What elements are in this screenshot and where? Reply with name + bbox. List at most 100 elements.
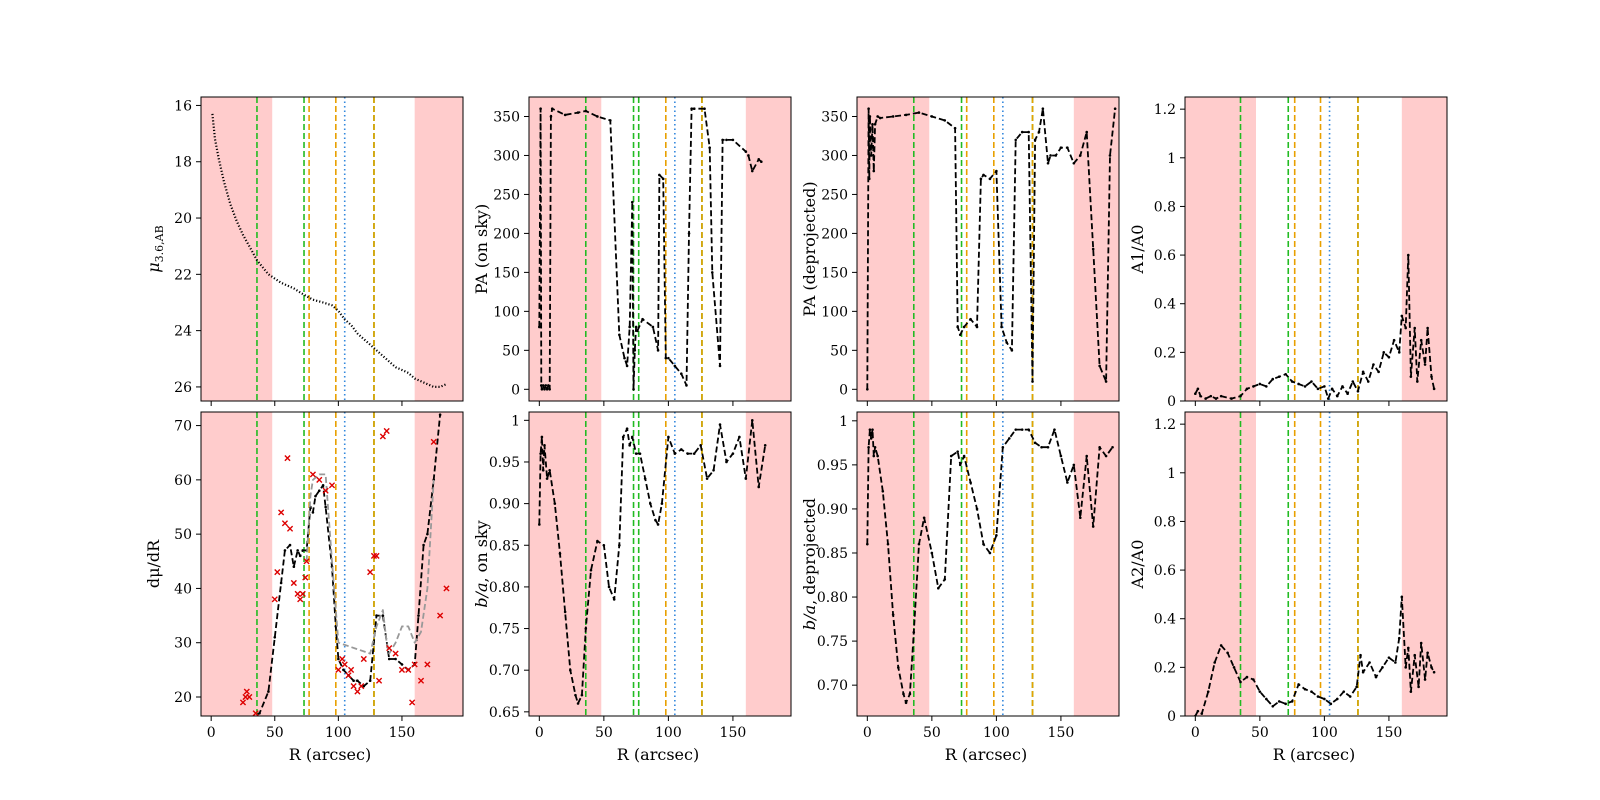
axes-frame xyxy=(856,96,1120,402)
y-axis-label: dμ/dR xyxy=(144,539,163,588)
data-point xyxy=(398,666,406,673)
data-point xyxy=(1214,397,1218,400)
data-point xyxy=(1271,704,1275,708)
panel-top-3: 0 50 100 150 200 250 300 350 PA (deprojected) xyxy=(800,96,1120,406)
data-point xyxy=(1245,387,1249,391)
data-point xyxy=(424,661,431,668)
data-point xyxy=(294,590,301,597)
data-point xyxy=(335,666,342,673)
data-point xyxy=(1316,387,1320,391)
data-point xyxy=(574,693,577,697)
data-point xyxy=(563,610,567,614)
data-point xyxy=(1230,397,1233,400)
y-tick-label: 150 xyxy=(493,265,520,281)
data-point xyxy=(871,428,874,431)
data-point xyxy=(873,122,877,126)
data-point xyxy=(685,384,688,387)
data-point xyxy=(1284,702,1287,706)
data-point xyxy=(541,469,545,472)
y-axis-label: PA (deprojected) xyxy=(800,181,819,316)
data-point xyxy=(347,666,355,673)
y-axis-label: μ3.6,AB xyxy=(144,225,166,272)
data-point xyxy=(549,115,553,118)
data-point xyxy=(904,701,908,705)
data-point xyxy=(1031,380,1034,383)
data-point xyxy=(544,384,548,387)
data-point xyxy=(902,692,905,696)
data-point xyxy=(316,476,323,483)
data-point xyxy=(1368,661,1371,664)
data-point xyxy=(563,113,567,117)
data-point xyxy=(979,177,983,181)
y-tick-label: 0.85 xyxy=(489,538,520,554)
data-point xyxy=(1382,351,1386,354)
data-point xyxy=(1258,690,1262,693)
data-point xyxy=(872,169,876,173)
shaded-region xyxy=(1401,97,1447,401)
data-point xyxy=(1037,130,1041,134)
data-point xyxy=(430,438,437,445)
data-point xyxy=(375,677,383,684)
data-point xyxy=(686,452,690,455)
plot-area-bottom-4 xyxy=(1185,412,1447,716)
y-tick-label: 300 xyxy=(821,148,848,164)
data-point xyxy=(1078,154,1082,157)
data-point xyxy=(744,150,748,153)
data-point xyxy=(1290,700,1294,703)
shaded-region xyxy=(745,412,791,716)
axes-frame xyxy=(1184,411,1448,717)
data-point xyxy=(656,523,660,526)
y-tick-label: 0 xyxy=(839,382,848,398)
y-axis-label: b/a, on sky xyxy=(472,520,491,607)
data-point xyxy=(982,173,985,177)
data-point xyxy=(400,663,404,666)
data-point xyxy=(1413,653,1417,657)
y-tick-label: 150 xyxy=(821,265,848,281)
data-point xyxy=(1413,326,1417,330)
y-tick-label: 0.8 xyxy=(1154,514,1176,530)
data-point xyxy=(375,614,378,617)
y-tick-label: 50 xyxy=(830,343,848,359)
data-point xyxy=(621,435,625,439)
data-point xyxy=(1020,428,1024,431)
shaded-region xyxy=(1185,412,1256,716)
shaded-region xyxy=(414,97,463,401)
data-point xyxy=(661,177,665,181)
data-point xyxy=(692,107,696,110)
data-point xyxy=(1072,463,1076,467)
plot-area-top-1 xyxy=(201,97,463,401)
data-point xyxy=(1348,695,1352,698)
data-point xyxy=(868,115,872,118)
data-point xyxy=(618,333,621,337)
data-point xyxy=(871,122,874,126)
data-point xyxy=(417,677,425,684)
data-point xyxy=(1027,130,1030,134)
x-tick-label: 50 xyxy=(266,725,284,741)
data-point xyxy=(628,325,631,329)
y-tick-label: 1 xyxy=(1167,151,1176,167)
plot-area-top-2 xyxy=(529,97,791,401)
data-point xyxy=(1111,445,1114,449)
data-point xyxy=(1200,712,1204,715)
data-point xyxy=(930,551,934,555)
data-point xyxy=(1335,697,1339,701)
data-point xyxy=(1341,385,1344,388)
data-point xyxy=(1209,394,1213,398)
data-point xyxy=(867,177,871,181)
data-point xyxy=(1007,437,1011,440)
data-point xyxy=(1416,380,1419,383)
panel-top-4: 0 0.2 0.4 0.6 0.8 1 1.2 A1/A0 xyxy=(1128,96,1448,410)
data-point xyxy=(1014,428,1018,431)
x-tick-label: 150 xyxy=(1376,725,1403,741)
y-tick-label: 0.90 xyxy=(489,497,520,513)
data-point xyxy=(538,523,541,526)
data-point xyxy=(278,509,285,516)
data-point xyxy=(409,699,416,706)
x-tick-label: 100 xyxy=(325,725,352,741)
data-point xyxy=(679,448,683,451)
data-point xyxy=(1054,154,1058,157)
shaded-region xyxy=(201,97,273,401)
y-tick-label: 0 xyxy=(511,382,520,398)
data-point xyxy=(602,543,606,547)
data-point xyxy=(869,154,873,157)
